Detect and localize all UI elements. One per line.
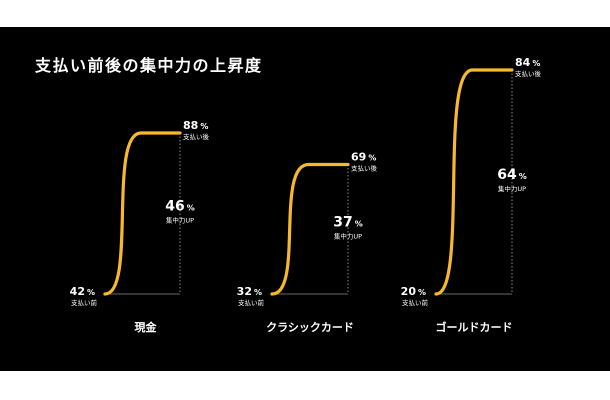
before-value: 42% [70,285,95,298]
before-label: 支払い前 [402,298,429,307]
increase-label: 集中力UP [166,216,194,225]
before-value: 20% [401,285,426,298]
chart-canvas [0,27,610,371]
increase-value: 37% [333,214,363,230]
increase-value: 64% [497,167,527,183]
increase-value: 46% [165,199,195,215]
increase-label: 集中力UP [498,184,526,193]
series-curve [270,162,350,296]
series-curve [103,131,182,296]
after-label: 支払い後 [351,164,378,173]
category-label: ゴールドカード [436,320,513,334]
category-label: 現金 [135,320,158,334]
chart-title: 支払い前後の集中力の上昇度 [35,56,263,75]
series-curve [434,68,514,296]
before-label: 支払い前 [71,298,98,307]
increase-label: 集中力UP [334,231,362,240]
after-value: 69% [351,151,376,164]
after-value: 84% [515,56,540,69]
after-label: 支払い後 [515,69,542,78]
before-label: 支払い前 [238,298,265,307]
before-value: 32% [237,285,262,298]
category-label: クラシックカード [266,321,354,334]
after-label: 支払い後 [183,132,210,141]
after-value: 88% [183,119,208,132]
